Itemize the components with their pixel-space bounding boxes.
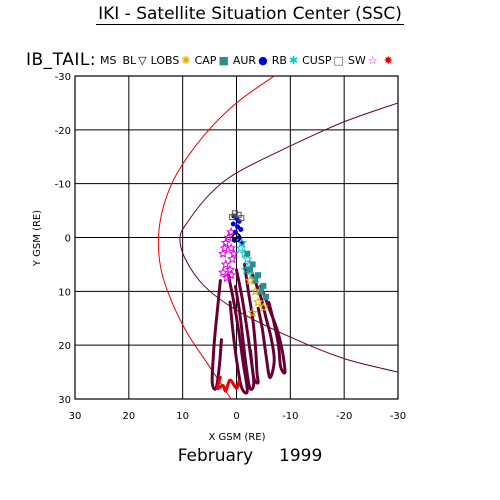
orbit-tracks — [210, 262, 287, 395]
point-rb — [235, 243, 246, 253]
point-sw — [223, 232, 234, 242]
magnetopause-curve — [179, 102, 398, 373]
orbit-track — [251, 273, 276, 379]
date-footer: February 1999 — [0, 446, 500, 466]
footer-month: February — [177, 446, 254, 466]
legend-item: ✸ — [382, 54, 393, 67]
x-tick-label: 0 — [233, 411, 239, 422]
point-aur — [238, 226, 244, 232]
orbit-track — [226, 273, 249, 395]
legend-item: SW ☆ — [348, 54, 378, 67]
legend-item: LOBS ✺ — [151, 54, 191, 67]
point-lobs — [244, 275, 256, 285]
orbit-track — [216, 375, 241, 393]
earth-icon — [231, 232, 242, 243]
point-sw — [219, 243, 230, 253]
point-aur — [230, 221, 236, 227]
legend-symbol-icon: ▽ — [138, 54, 147, 67]
legend-symbol-icon: □ — [333, 54, 344, 67]
footer-year: 1999 — [279, 446, 323, 466]
point-cap — [249, 261, 256, 268]
point-lobs — [250, 285, 261, 296]
legend-item: BL ▽ — [122, 54, 146, 67]
legend: IB_TAIL: MS BL ▽ LOBS ✺ CAP ■ AUR ● RB ✱ CUSP □ SW ☆ ✸ — [26, 50, 496, 70]
point-cap — [257, 288, 264, 295]
point-lobs — [258, 302, 269, 312]
point-cusp — [229, 214, 236, 221]
orbit-track — [259, 284, 287, 375]
legend-item-label: MS — [100, 54, 117, 67]
y-tick-label: 30 — [58, 395, 71, 406]
y-tick-label: 10 — [58, 287, 71, 298]
legend-item-label: CAP — [194, 54, 217, 67]
region-markers — [217, 210, 270, 318]
legend-item-label: BL — [122, 54, 137, 67]
point-sw — [220, 237, 231, 248]
point-cap — [255, 272, 262, 279]
point-sw — [228, 248, 239, 258]
legend-label: IB_TAIL: — [26, 50, 97, 70]
point-sw — [227, 253, 238, 264]
orbit-track — [233, 268, 256, 391]
point-lobs — [252, 296, 263, 307]
point-sw — [221, 272, 232, 283]
point-aur — [236, 218, 242, 224]
point-cap — [263, 293, 270, 300]
x-tick-label: 10 — [176, 411, 189, 422]
title-text: IKI - Satellite Situation Center (SSC) — [96, 4, 404, 25]
legend-symbol-icon: ☆ — [367, 54, 378, 67]
legend-item-label: SW — [347, 54, 366, 67]
point-sw — [220, 259, 231, 269]
legend-symbol-icon: ✺ — [181, 54, 191, 67]
y-axis-label: Y GSM (RE) — [32, 210, 43, 267]
legend-item: AUR ● — [233, 54, 268, 67]
legend-item: CUSP □ — [302, 54, 344, 67]
legend-item: MS — [100, 54, 118, 67]
orbit-track — [210, 279, 223, 391]
grid-lines — [74, 75, 399, 400]
y-tick-label: 20 — [58, 341, 71, 352]
x-tick-label: 20 — [122, 411, 135, 422]
legend-item-label: RB — [271, 54, 287, 67]
legend-item: CAP ■ — [195, 54, 229, 67]
point-cusp — [238, 215, 245, 222]
bow-shock-curve — [157, 76, 275, 399]
point-cap — [246, 266, 253, 273]
legend-item-label: LOBS — [150, 54, 180, 67]
point-cap — [260, 282, 267, 289]
x-axis-label: X GSM (RE) — [208, 432, 265, 443]
point-sw — [226, 269, 237, 280]
point-rb — [242, 253, 253, 264]
legend-item-label: AUR — [232, 54, 257, 67]
x-tick-label: 30 — [69, 411, 82, 422]
chart-title: IKI - Satellite Situation Center (SSC) — [0, 4, 500, 25]
legend-items: MS BL ▽ LOBS ✺ CAP ■ AUR ● RB ✱ CUSP □ SW ☆ ✸ — [100, 54, 397, 67]
boundary-curves — [157, 76, 398, 399]
x-tick-label: -30 — [390, 411, 406, 422]
legend-symbol-icon: ■ — [218, 54, 229, 67]
legend-symbol-icon: ✱ — [288, 54, 299, 67]
legend-symbol-icon: ✸ — [383, 54, 393, 67]
y-tick-label: -30 — [55, 72, 71, 83]
x-tick-label: -20 — [336, 411, 352, 422]
legend-item-label: CUSP — [302, 54, 332, 67]
axis-ticks: 30 20 10 0 -10 -20 -30 -30 -20 -10 0 10 20 30 — [55, 72, 407, 422]
y-tick-label: -20 — [55, 126, 71, 137]
point-cap — [244, 250, 251, 257]
y-tick-label: 0 — [65, 234, 71, 245]
point-lobs — [247, 307, 258, 318]
point-sw — [224, 264, 235, 275]
legend-item: RB ✱ — [272, 54, 298, 67]
point-sw — [217, 248, 229, 258]
y-tick-label: -10 — [55, 180, 71, 191]
point-sw — [217, 267, 229, 277]
legend-symbol-icon: ● — [258, 54, 268, 67]
x-tick-label: -10 — [282, 411, 298, 422]
